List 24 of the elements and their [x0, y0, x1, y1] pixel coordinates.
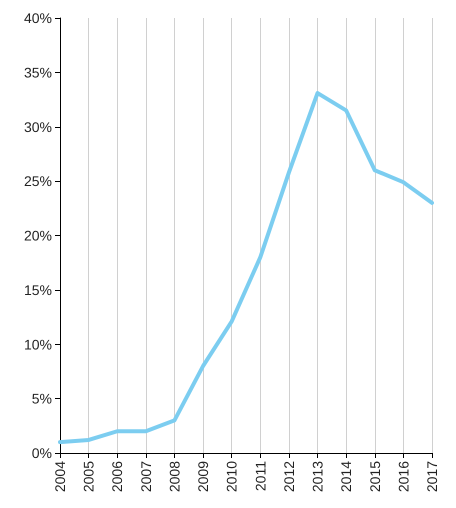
x-tick-label: 2014 [338, 460, 354, 492]
x-tick-label: 2016 [395, 460, 412, 492]
y-tick-label: 20% [24, 228, 52, 244]
x-tick-label: 2010 [224, 460, 240, 492]
x-tick-label: 2005 [80, 460, 97, 492]
x-tick-label: 2013 [310, 460, 326, 492]
x-tick-label: 2008 [166, 460, 182, 492]
line-series [58, 91, 434, 444]
x-tick-label: 2017 [424, 460, 440, 492]
y-tick-label: 30% [24, 118, 52, 135]
x-tick-label: 2004 [52, 460, 68, 492]
y-tick-label: 0% [32, 445, 52, 461]
y-tick-label: 15% [24, 282, 52, 298]
x-tick-label: 2006 [109, 460, 126, 492]
y-tick-label: 25% [24, 173, 52, 190]
y-tick-label: 10% [24, 336, 52, 352]
x-tick-label: 2015 [366, 460, 383, 492]
x-tick-label: 2007 [138, 460, 154, 492]
y-tick-label: 40% [24, 10, 52, 26]
x-tick-label: 2009 [195, 460, 212, 492]
y-tick-label: 5% [32, 390, 52, 407]
x-tick-label: 2011 [252, 460, 268, 492]
y-tick-label: 35% [24, 64, 52, 80]
x-tick-label: 2012 [280, 460, 297, 492]
